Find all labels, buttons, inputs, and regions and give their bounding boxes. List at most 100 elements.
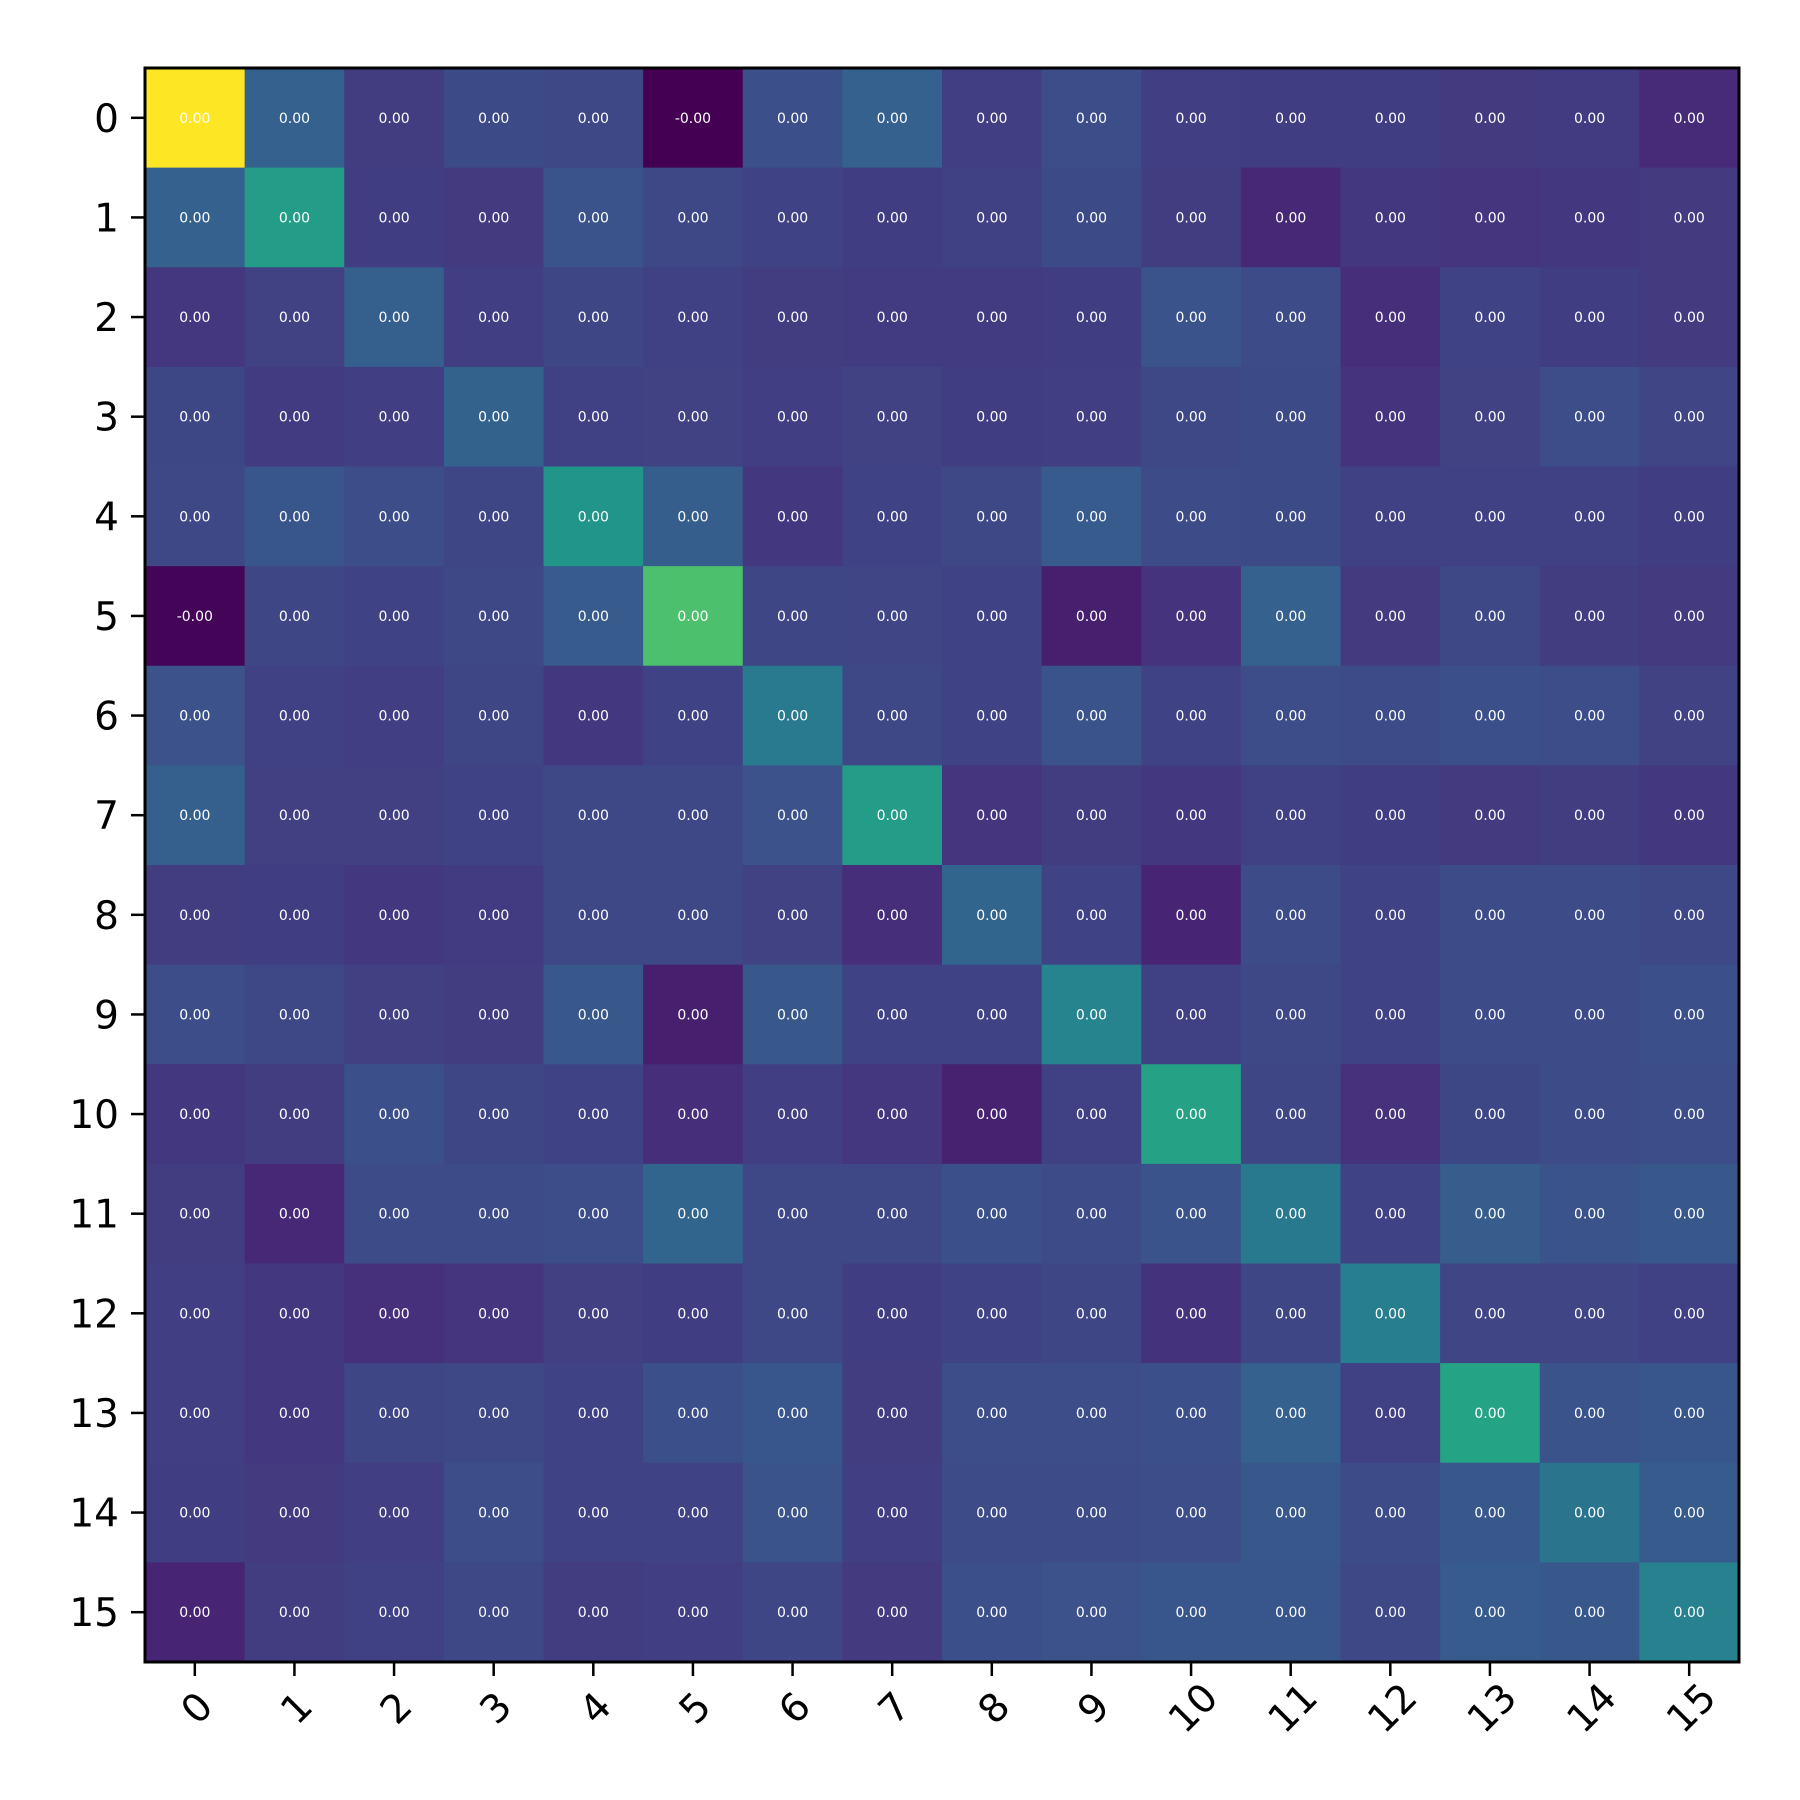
cell-value-label: 0.00 — [976, 609, 1007, 625]
heatmap-cell-r11-c15 — [1639, 1163, 1740, 1265]
plot-frame — [143, 66, 1741, 1664]
cell-value-label: 0.00 — [179, 111, 210, 127]
heatmap-cell-r1-c5 — [643, 167, 744, 268]
heatmap-cell-r2-c12 — [1340, 267, 1441, 368]
cell-value-label: 0.00 — [1375, 1007, 1406, 1023]
cell-value-label: 0.00 — [677, 210, 708, 226]
cell-value-label: 0.00 — [378, 1107, 409, 1123]
cell-value-label: 0.00 — [777, 808, 808, 824]
cell-value-label: 0.00 — [1076, 808, 1107, 824]
cell-value-label: 0.00 — [1076, 1107, 1107, 1123]
cell-value-label: 0.00 — [677, 1605, 708, 1621]
cell-value-label: 0.00 — [279, 1306, 310, 1322]
cell-value-label: 0.00 — [1474, 808, 1505, 824]
heatmap-cell-r15-c5 — [643, 1562, 744, 1663]
heatmap-cell-r2-c1 — [244, 267, 345, 368]
heatmap-cell-r14-c4 — [543, 1462, 644, 1563]
cell-value-label: -0.00 — [177, 609, 213, 625]
cell-value-label: 0.00 — [1674, 808, 1705, 824]
heatmap-cell-r4-c4 — [543, 466, 644, 567]
heatmap-cell-r13-c13 — [1440, 1363, 1541, 1464]
cell-value-label: 0.00 — [976, 1007, 1007, 1023]
heatmap-cell-r10-c11 — [1240, 1064, 1342, 1165]
cell-value-label: 0.00 — [378, 210, 409, 226]
heatmap-cell-r0-c8 — [942, 68, 1043, 169]
cell-value-label: 0.00 — [1574, 1207, 1605, 1223]
cell-value-label: 0.00 — [777, 111, 808, 127]
y-tick-label: 0 — [94, 97, 119, 142]
cell-value-label: 0.00 — [976, 1605, 1007, 1621]
heatmap-cell-r8-c11 — [1240, 865, 1342, 966]
heatmap-cell-r4-c3 — [443, 466, 545, 567]
heatmap-cell-r1-c8 — [942, 167, 1043, 268]
cell-value-label: 0.00 — [279, 509, 310, 525]
cell-value-label: 0.00 — [179, 410, 210, 426]
cell-value-label: 0.00 — [976, 1306, 1007, 1322]
cell-value-label: 0.00 — [1076, 1007, 1107, 1023]
heatmap-cell-r10-c5 — [643, 1064, 744, 1165]
heatmap-cell-r15-c15 — [1639, 1562, 1740, 1663]
cell-value-label: 0.00 — [478, 808, 509, 824]
heatmap-cell-r12-c2 — [344, 1263, 445, 1364]
heatmap-cell-r14-c1 — [244, 1462, 345, 1563]
heatmap-cell-r8-c7 — [842, 865, 943, 966]
y-tick-label: 2 — [94, 296, 119, 341]
heatmap-cell-r12-c14 — [1539, 1263, 1640, 1364]
cell-value-label: 0.00 — [1076, 1406, 1107, 1422]
cell-value-label: 0.00 — [1076, 709, 1107, 725]
heatmap-cell-r4-c1 — [244, 466, 345, 567]
heatmap-cell-r7-c4 — [543, 765, 644, 866]
cell-value-label: 0.00 — [1275, 709, 1306, 725]
cell-value-label: 0.00 — [1474, 1207, 1505, 1223]
cell-value-label: 0.00 — [179, 1107, 210, 1123]
cell-value-label: 0.00 — [1674, 709, 1705, 725]
cell-value-label: 0.00 — [777, 210, 808, 226]
cell-value-label: 0.00 — [1375, 1605, 1406, 1621]
heatmap-cell-r9-c2 — [344, 964, 445, 1065]
cell-value-label: 0.00 — [777, 1506, 808, 1522]
cell-value-label: 0.00 — [1076, 111, 1107, 127]
heatmap-cell-r15-c0 — [145, 1562, 246, 1663]
heatmap-cell-r7-c10 — [1141, 765, 1242, 866]
heatmap-cell-r6-c1 — [244, 665, 345, 766]
heatmap-cell-r10-c2 — [344, 1064, 445, 1165]
cell-value-label: 0.00 — [677, 1506, 708, 1522]
heatmap-cell-r12-c13 — [1440, 1263, 1541, 1364]
cell-value-label: 0.00 — [478, 709, 509, 725]
heatmap-cell-r13-c11 — [1240, 1363, 1342, 1464]
cell-value-label: 0.00 — [378, 310, 409, 326]
cell-value-label: 0.00 — [179, 1306, 210, 1322]
heatmap-cell-r15-c13 — [1440, 1562, 1541, 1663]
cell-value-label: 0.00 — [478, 1207, 509, 1223]
heatmap-cell-r13-c14 — [1539, 1363, 1640, 1464]
cell-value-label: -0.00 — [675, 111, 711, 127]
heatmap-cell-r4-c8 — [942, 466, 1043, 567]
heatmap-cell-r8-c0 — [145, 865, 246, 966]
cell-value-label: 0.00 — [1275, 1306, 1306, 1322]
cell-value-label: 0.00 — [279, 310, 310, 326]
cell-value-label: 0.00 — [1574, 111, 1605, 127]
cell-value-label: 0.00 — [478, 1107, 509, 1123]
heatmap-cell-r14-c8 — [942, 1462, 1043, 1563]
heatmap-cell-r6-c6 — [742, 665, 843, 766]
heatmap-cell-r5-c4 — [543, 566, 644, 667]
heatmap-cell-r12-c4 — [543, 1263, 644, 1364]
cell-value-label: 0.00 — [777, 1306, 808, 1322]
heatmap-cell-r14-c3 — [443, 1462, 545, 1563]
heatmap-cell-r6-c9 — [1041, 665, 1142, 766]
cell-value-label: 0.00 — [777, 1107, 808, 1123]
heatmap-cell-r0-c9 — [1041, 68, 1142, 169]
heatmap-cell-r3-c12 — [1340, 366, 1441, 468]
cell-value-label: 0.00 — [179, 1207, 210, 1223]
heatmap-cell-r0-c3 — [443, 68, 545, 169]
cell-value-label: 0.00 — [478, 1007, 509, 1023]
heatmap-cell-r0-c6 — [742, 68, 843, 169]
cell-value-label: 0.00 — [677, 609, 708, 625]
heatmap-cell-r13-c2 — [344, 1363, 445, 1464]
heatmap-cell-r1-c0 — [145, 167, 246, 268]
cell-value-label: 0.00 — [1375, 410, 1406, 426]
cell-value-label: 0.00 — [578, 1605, 609, 1621]
cell-value-label: 0.00 — [877, 1007, 908, 1023]
y-tick-label: 14 — [69, 1492, 119, 1537]
cell-value-label: 0.00 — [1674, 1207, 1705, 1223]
